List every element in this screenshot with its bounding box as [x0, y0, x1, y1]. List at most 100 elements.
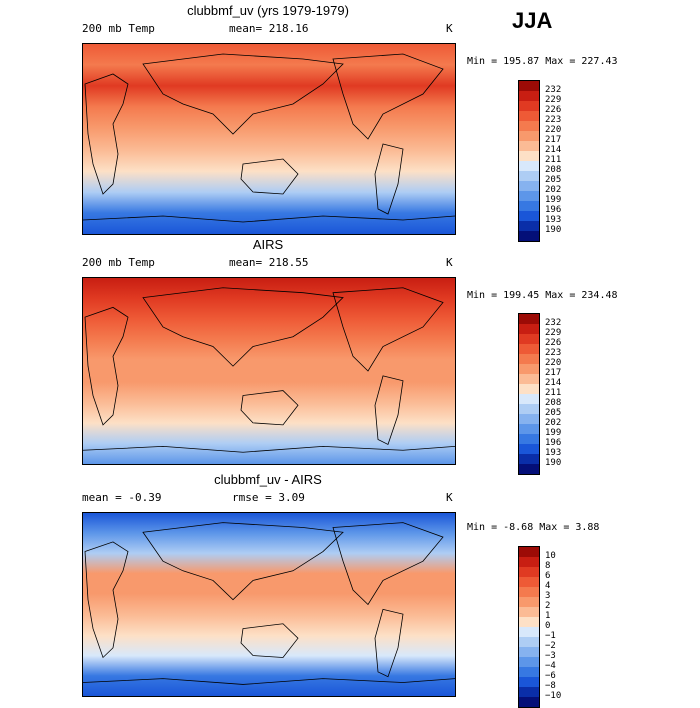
colorbar-segment: [519, 131, 539, 141]
colorbar-segment: [519, 627, 539, 637]
colorbar-segment: [519, 667, 539, 677]
coastline-path: [83, 445, 455, 453]
colorbar-tick-label: −6: [545, 671, 556, 681]
colorbar-segment: [519, 354, 539, 364]
colorbar-segment: [519, 171, 539, 181]
colorbar-tick-label: 211: [545, 155, 562, 165]
coastline-path: [374, 375, 404, 445]
colorbar-tick-label: 217: [545, 368, 562, 378]
colorbar-tick-label: 220: [545, 125, 562, 135]
colorbar-segment: [519, 161, 539, 171]
colorbar-tick-label: 208: [545, 398, 562, 408]
colorbar-segment: [519, 181, 539, 191]
colorbar-tick-label: −4: [545, 661, 556, 671]
colorbar-tick-label: −10: [545, 691, 562, 701]
colorbar-tick-label: 8: [545, 561, 551, 571]
colorbar-segment: [519, 464, 539, 474]
colorbar-tick-label: 223: [545, 348, 562, 358]
panel-title: clubbmf_uv (yrs 1979-1979): [187, 3, 349, 18]
colorbar: [518, 546, 540, 708]
coastline-path: [84, 306, 129, 426]
colorbar-segment: [519, 404, 539, 414]
contour-map: [82, 43, 456, 235]
coastline-path: [84, 541, 129, 659]
colorbar-tick-label: 3: [545, 591, 551, 601]
colorbar-tick-label: 226: [545, 105, 562, 115]
colorbar-tick-label: 199: [545, 428, 562, 438]
colorbar-tick-label: 0: [545, 621, 551, 631]
colorbar-segment: [519, 191, 539, 201]
panel-stat-label: rmse = 3.09: [232, 491, 305, 504]
coastline-path: [332, 53, 444, 140]
coastline-path: [83, 215, 455, 223]
colorbar-tick-label: 214: [545, 378, 562, 388]
coastline-path: [332, 287, 444, 372]
colorbar-tick-label: 4: [545, 581, 551, 591]
colorbar-segment: [519, 697, 539, 707]
colorbar-tick-label: −2: [545, 641, 556, 651]
panel-unit: K: [446, 256, 453, 269]
colorbar-segment: [519, 374, 539, 384]
colorbar-tick-label: 211: [545, 388, 562, 398]
panel-stat-label: mean= 218.16: [229, 22, 309, 35]
contour-map: [82, 512, 456, 697]
colorbar-tick-label: 229: [545, 95, 562, 105]
colorbar-tick-label: 217: [545, 135, 562, 145]
coastline-path: [240, 158, 299, 195]
colorbar-segment: [519, 597, 539, 607]
colorbar-segment: [519, 111, 539, 121]
panel-left-label: 200 mb Temp: [82, 256, 155, 269]
coastline-path: [142, 287, 344, 367]
colorbar-tick-label: 199: [545, 195, 562, 205]
colorbar: [518, 313, 540, 475]
coastline-path: [83, 678, 455, 685]
panel-unit: K: [446, 22, 453, 35]
coastline-path: [240, 623, 299, 658]
colorbar-tick-label: 193: [545, 215, 562, 225]
colorbar-segment: [519, 424, 539, 434]
colorbar-segment: [519, 141, 539, 151]
colorbar-segment: [519, 444, 539, 454]
colorbar-segment: [519, 211, 539, 221]
colorbar-tick-label: 190: [545, 458, 562, 468]
colorbar-segment: [519, 201, 539, 211]
colorbar-segment: [519, 657, 539, 667]
colorbar-segment: [519, 607, 539, 617]
coastline-path: [142, 53, 344, 135]
colorbar-segment: [519, 434, 539, 444]
colorbar-segment: [519, 567, 539, 577]
colorbar-tick-label: 232: [545, 85, 562, 95]
colorbar-segment: [519, 334, 539, 344]
colorbar-tick-label: 196: [545, 205, 562, 215]
colorbar-tick-label: −8: [545, 681, 556, 691]
panel-left-label: mean = -0.39: [82, 491, 162, 504]
colorbar-tick-label: 205: [545, 175, 562, 185]
coastlines: [83, 287, 455, 453]
colorbar-segment: [519, 617, 539, 627]
colorbar-segment: [519, 687, 539, 697]
coastline-path: [374, 608, 404, 678]
colorbar-tick-label: 196: [545, 438, 562, 448]
panel-title: AIRS: [252, 237, 284, 252]
colorbar-segment: [519, 394, 539, 404]
colorbar-segment: [519, 647, 539, 657]
colorbar-segment: [519, 677, 539, 687]
colorbar-tick-label: 202: [545, 185, 562, 195]
colorbar-tick-label: 214: [545, 145, 562, 155]
colorbar-tick-label: 190: [545, 225, 562, 235]
coastline-path: [84, 73, 129, 195]
coastlines: [83, 53, 455, 223]
colorbar-segment: [519, 587, 539, 597]
colorbar-segment: [519, 557, 539, 567]
coastline-path: [332, 522, 444, 606]
colorbar-segment: [519, 384, 539, 394]
colorbar-segment: [519, 91, 539, 101]
colorbar-tick-label: 193: [545, 448, 562, 458]
colorbar-segment: [519, 577, 539, 587]
colorbar-tick-label: 1: [545, 611, 551, 621]
colorbar-tick-label: −3: [545, 651, 556, 661]
colorbar-segment: [519, 314, 539, 324]
colorbar-tick-label: 6: [545, 571, 551, 581]
colorbar-tick-label: 226: [545, 338, 562, 348]
colorbar-segment: [519, 101, 539, 111]
